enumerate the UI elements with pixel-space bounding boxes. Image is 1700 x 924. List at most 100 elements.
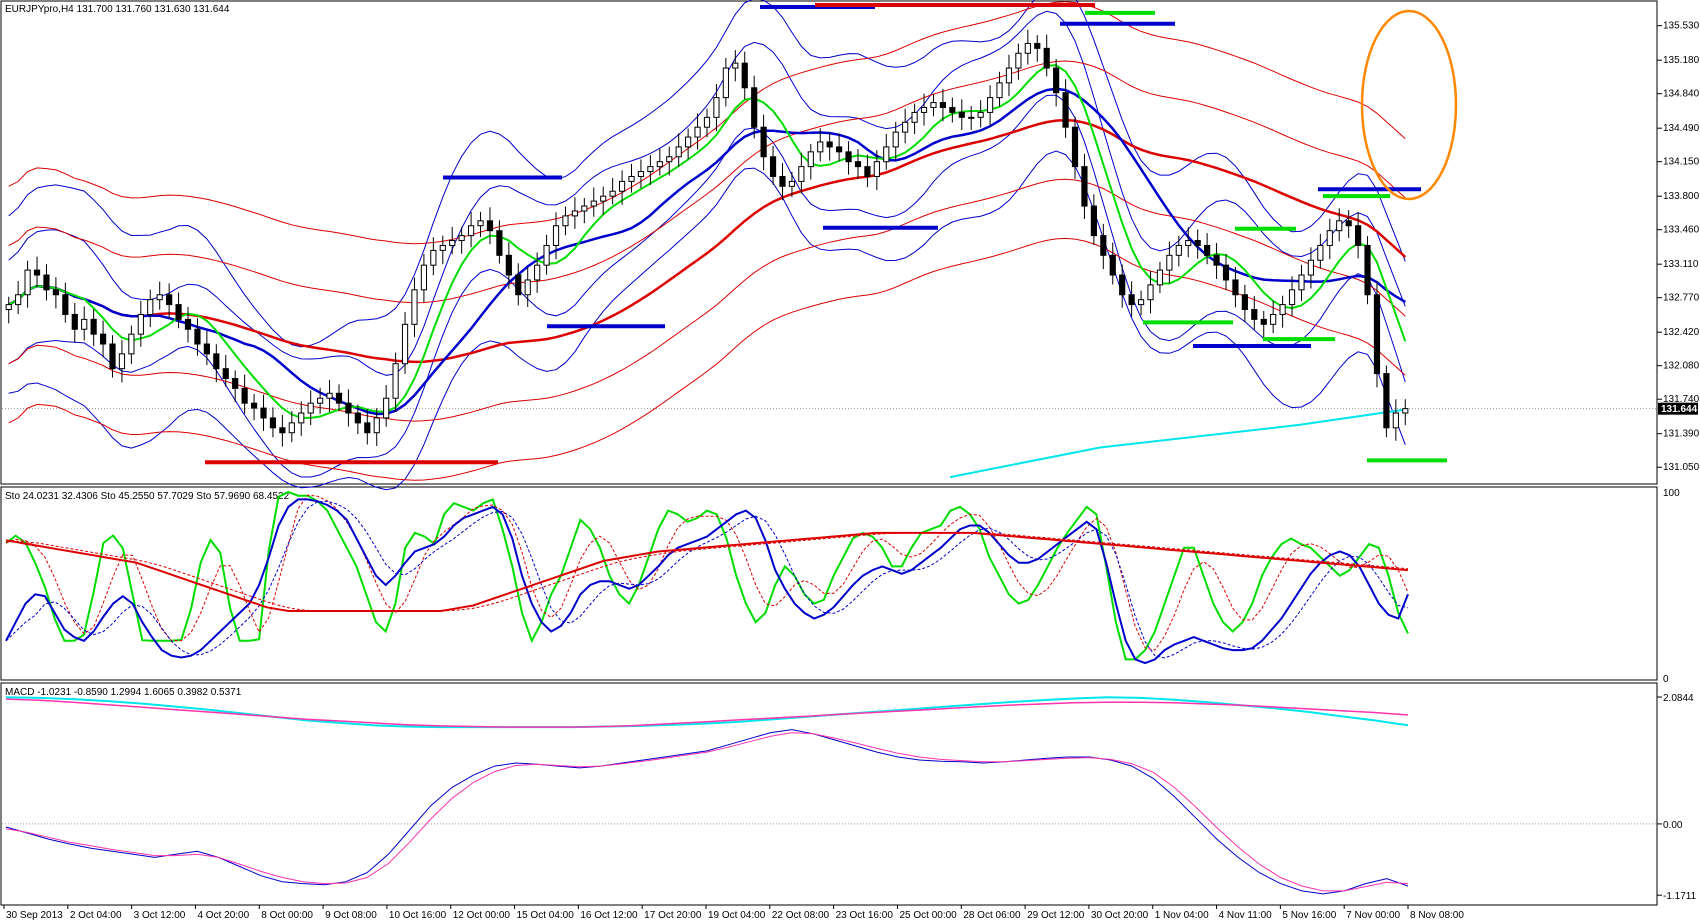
candle-down (1100, 235, 1107, 256)
candle-down (836, 146, 843, 153)
long-ma-line (949, 408, 1409, 479)
candle-up (1156, 269, 1164, 286)
price-tick-label: 134.840 (1663, 89, 1700, 100)
candle-down (751, 87, 758, 128)
price-panel-header: EURJPYpro,H4 131.700 131.760 131.630 131… (5, 4, 230, 15)
time-tick-label: 2 Oct 04:00 (70, 910, 122, 921)
candle-down (845, 151, 852, 163)
candle-down (250, 402, 258, 409)
candle-down (345, 402, 352, 414)
macd-panel-frame (0, 682, 1658, 906)
time-tick-label: 16 Oct 12:00 (580, 910, 638, 921)
stochastic-tick-label: 100 (1663, 488, 1680, 499)
price-tick-label: 132.420 (1663, 327, 1700, 338)
candle-up (628, 175, 635, 182)
candle-up (1279, 304, 1286, 315)
fast-ma-line (8, 64, 1407, 419)
candle-down (1043, 47, 1050, 69)
candle-up (911, 111, 918, 123)
candle-down (854, 161, 862, 168)
candle-down (1081, 166, 1088, 207)
candle-up (552, 225, 560, 246)
candle-down (515, 274, 522, 296)
price-tick-label: 133.110 (1663, 259, 1699, 270)
candle-up (1288, 289, 1296, 306)
candle-up (1317, 244, 1324, 261)
candle-up (15, 294, 22, 306)
candle-down (335, 392, 343, 404)
macd-panel-header: MACD -1.0231 -0.8590 1.2994 1.6065 0.398… (5, 687, 242, 698)
candle-up (534, 264, 541, 281)
time-tick-label: 30 Sep 2013 (6, 910, 63, 921)
candle-up (1137, 299, 1145, 306)
candle-up (147, 299, 154, 315)
price-tick-label: 132.770 (1663, 293, 1700, 304)
candle-down (779, 175, 786, 187)
macd-series-line (5, 732, 1409, 892)
candle-down (194, 328, 201, 345)
time-tick-label: 22 Oct 08:00 (772, 910, 830, 921)
time-tick-label: 28 Oct 06:00 (963, 910, 1021, 921)
time-tick-label: 12 Oct 00:00 (453, 910, 511, 921)
envelope-mid-upper-line (8, 60, 1406, 304)
candle-up (1175, 244, 1182, 256)
candle-down (1260, 318, 1267, 325)
candle-up (788, 180, 796, 187)
price-tick-label: 133.800 (1663, 191, 1700, 202)
candle-down (364, 422, 371, 434)
candle-up (694, 126, 701, 138)
candle-down (1345, 220, 1352, 227)
macd-lines (2, 696, 1656, 895)
candle-up (562, 215, 569, 227)
stochastic-signal-line (5, 494, 1409, 651)
candle-down (1194, 240, 1201, 246)
candle-down (1090, 205, 1097, 237)
stochastic-tick-label: 0 (1663, 674, 1669, 685)
stochastic-panel-header: Sto 24.0231 32.4306 Sto 45.2550 57.7029 … (5, 491, 290, 502)
bollinger-lower-line (8, 94, 1406, 478)
envelope-lower-line (8, 237, 1406, 481)
candle-down (1053, 67, 1060, 94)
candle-up (401, 323, 409, 365)
price-overlays (8, 0, 1409, 491)
highlight-ellipse (1360, 9, 1458, 201)
candle-up (449, 240, 456, 246)
candle-up (128, 333, 135, 355)
candle-down (203, 343, 210, 355)
candle-down (1128, 294, 1135, 306)
candle-up (326, 392, 333, 399)
candle-up (986, 97, 994, 113)
candle-down (1071, 126, 1079, 168)
candle-up (817, 141, 824, 153)
slow-ma-line (8, 118, 1407, 364)
candle-down (1034, 42, 1041, 49)
candle-up (317, 397, 324, 404)
candle-up (685, 136, 692, 148)
candle-up (1392, 412, 1399, 429)
price-tick-label: 131.390 (1663, 429, 1700, 440)
candle-down (1355, 225, 1362, 246)
macd-series-line (5, 696, 1409, 729)
candle-up (439, 244, 446, 251)
candle-down (260, 407, 267, 419)
candle-up (581, 205, 588, 212)
candle-up (618, 180, 626, 192)
candle-down (1109, 254, 1116, 276)
candle-up (1166, 254, 1173, 271)
candle-up (24, 269, 31, 296)
time-tick-label: 5 Nov 16:00 (1282, 910, 1336, 921)
candle-down (222, 368, 229, 380)
time-tick-label: 9 Oct 08:00 (325, 910, 377, 921)
candle-up (968, 116, 975, 119)
candle-down (184, 318, 192, 330)
candle-down (213, 353, 220, 370)
time-tick-label: 17 Oct 20:00 (644, 910, 702, 921)
candle-down (1383, 373, 1390, 429)
stochastic-panel-frame (0, 486, 1658, 681)
candle-up (430, 249, 437, 266)
candle-up (713, 97, 720, 118)
price-tick-label: 135.180 (1663, 55, 1700, 66)
candle-down (1251, 309, 1258, 320)
candle-down (1119, 274, 1126, 296)
